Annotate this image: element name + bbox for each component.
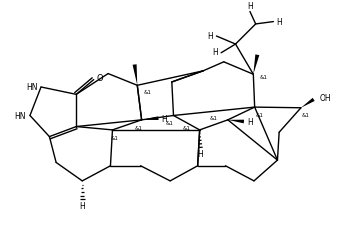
Text: &1: &1 [110, 135, 118, 140]
Text: H: H [197, 149, 203, 158]
Text: HN: HN [26, 83, 37, 92]
Text: H: H [79, 201, 85, 210]
Text: H: H [247, 2, 253, 11]
Text: H: H [277, 18, 282, 27]
Text: &1: &1 [302, 113, 310, 117]
Polygon shape [301, 99, 315, 108]
Text: H: H [247, 117, 253, 127]
Text: &1: &1 [260, 75, 267, 80]
Text: &1: &1 [256, 113, 264, 117]
Text: &1: &1 [183, 125, 191, 130]
Text: H: H [162, 114, 167, 123]
Polygon shape [142, 117, 159, 120]
Text: OH: OH [319, 93, 331, 102]
Text: &1: &1 [143, 89, 151, 94]
Polygon shape [228, 120, 244, 124]
Text: O: O [96, 74, 103, 83]
Text: &1: &1 [134, 125, 142, 130]
Text: H: H [208, 32, 213, 41]
Text: &1: &1 [166, 121, 174, 126]
Polygon shape [253, 55, 259, 75]
Text: H: H [212, 47, 218, 56]
Text: HN: HN [14, 112, 26, 120]
Text: &1: &1 [210, 115, 218, 120]
Polygon shape [133, 65, 137, 86]
